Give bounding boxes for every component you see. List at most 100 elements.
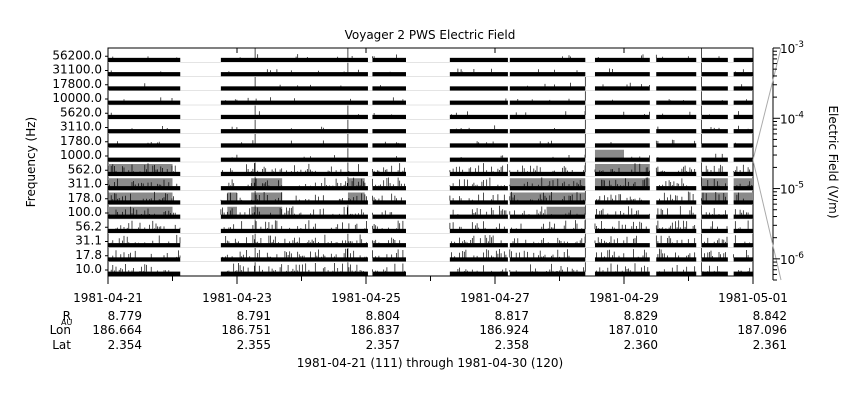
channel-row <box>105 62 753 77</box>
data-band <box>656 228 697 234</box>
ephemeris-value: 186.751 <box>221 323 271 337</box>
data-band <box>449 214 508 219</box>
data-band <box>656 200 697 205</box>
spike-trace <box>107 134 736 144</box>
data-band <box>509 86 586 91</box>
spike-trace <box>144 77 743 87</box>
data-band <box>733 257 753 262</box>
data-band <box>372 157 406 162</box>
data-band <box>108 143 181 148</box>
data-band <box>449 100 508 105</box>
data-band <box>220 72 368 77</box>
frequency-tick-label: 1780.0 <box>60 134 102 148</box>
ephemeris-value: 187.010 <box>608 323 658 337</box>
channel-row <box>105 134 753 148</box>
frequency-tick-label: 1000.0 <box>60 148 102 162</box>
data-band <box>108 114 181 120</box>
data-band <box>733 72 753 77</box>
elevated-band <box>594 164 650 175</box>
data-band <box>594 143 650 148</box>
data-band <box>733 114 753 120</box>
colorbar-tick-exponent: -3 <box>795 40 804 50</box>
data-band <box>594 200 650 205</box>
data-band <box>701 143 728 148</box>
data-band <box>594 86 650 91</box>
data-band <box>372 129 406 134</box>
data-band <box>509 114 586 120</box>
elevated-band <box>108 206 173 217</box>
colorbar-tick-label: 10 <box>780 42 795 56</box>
frequency-tick-label: 10.0 <box>75 262 102 276</box>
frequency-tick-labels: 10.017.831.156.2100.0178.0311.0562.01000… <box>52 48 102 276</box>
data-band <box>449 86 508 91</box>
ephemeris-value: 8.779 <box>108 309 142 323</box>
y-axis-label: Frequency (Hz) <box>24 117 38 208</box>
elevated-band <box>108 178 173 189</box>
data-band <box>656 114 697 120</box>
data-band <box>509 57 586 63</box>
data-band <box>108 171 181 177</box>
x-tick-label: 1981-04-29 <box>589 291 659 305</box>
data-band <box>449 257 508 262</box>
data-band <box>449 72 508 77</box>
ephemeris-sublabel: AU <box>61 318 72 327</box>
elevated-band <box>347 178 365 189</box>
ephemeris-value: 2.360 <box>624 338 658 352</box>
colorbar-tick-label: 10 <box>780 183 795 197</box>
spike-trace <box>107 119 749 130</box>
data-band <box>108 200 181 205</box>
data-band <box>220 57 368 63</box>
ephemeris-value: 8.791 <box>237 309 271 323</box>
data-band <box>594 257 650 262</box>
spike-trace <box>115 219 749 230</box>
channel-rows <box>105 48 754 276</box>
data-band <box>701 186 728 191</box>
data-band <box>509 143 586 148</box>
data-band <box>372 171 406 177</box>
data-band <box>509 72 586 77</box>
x-tick-label: 1981-04-23 <box>202 291 272 305</box>
data-band <box>594 243 650 248</box>
data-band <box>594 214 650 219</box>
data-band <box>220 271 368 276</box>
data-band <box>594 186 650 191</box>
ephemeris-value: 186.924 <box>479 323 529 337</box>
data-band <box>656 143 697 148</box>
x-tick-label: 1981-04-21 <box>73 291 143 305</box>
channel-row <box>105 105 753 120</box>
data-band <box>220 143 368 148</box>
frequency-tick-label: 17800.0 <box>52 77 102 91</box>
spike-trace <box>107 162 751 173</box>
channel-row <box>105 205 753 219</box>
data-band <box>509 228 586 234</box>
data-band <box>108 257 181 262</box>
elevated-band <box>251 206 283 217</box>
data-band <box>656 214 697 219</box>
data-band <box>733 228 753 234</box>
elevated-band <box>108 192 173 203</box>
data-band <box>701 100 728 105</box>
data-band <box>449 114 508 120</box>
elevated-band <box>546 206 586 217</box>
data-band <box>372 114 406 120</box>
data-band <box>108 186 181 191</box>
data-band <box>372 243 406 248</box>
channel-row <box>105 233 754 248</box>
data-band <box>701 86 728 91</box>
elevated-band <box>251 178 283 189</box>
data-band <box>733 86 753 91</box>
data-band <box>701 57 728 63</box>
data-band <box>733 100 753 105</box>
data-band <box>594 228 650 234</box>
data-band <box>220 171 368 177</box>
x-tick-label: 1981-04-25 <box>331 291 401 305</box>
data-band <box>656 271 697 276</box>
data-band <box>594 72 650 77</box>
data-band <box>449 186 508 191</box>
data-band <box>108 86 181 91</box>
ephemeris-label: Lat <box>52 338 71 352</box>
ephemeris-value: 186.664 <box>92 323 142 337</box>
frequency-tick-label: 17.8 <box>75 248 102 262</box>
data-band <box>656 57 697 63</box>
